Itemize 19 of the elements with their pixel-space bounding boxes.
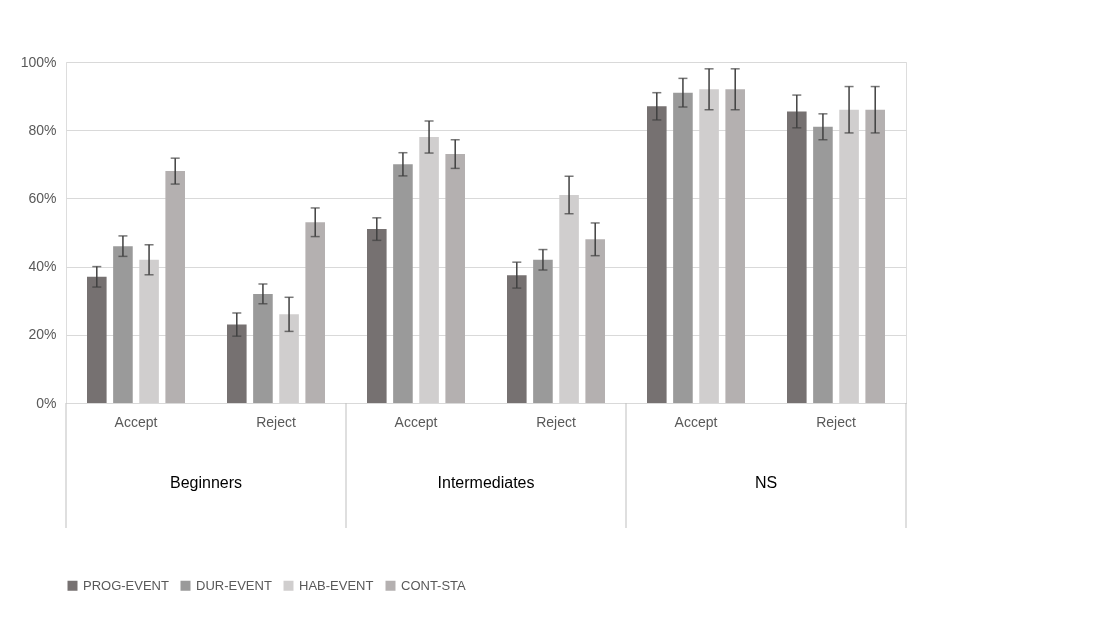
y-tick-label: 0% (36, 394, 57, 411)
text: Beginners (169, 474, 243, 491)
x-tick-label: Reject (816, 413, 856, 430)
y-tick-label: 80% (28, 121, 57, 138)
x-tick-label: Reject (536, 413, 576, 430)
legend-label: CONT-STA (401, 577, 467, 593)
legend-label: DUR-EVENT (196, 577, 272, 593)
legend-label: PROG-EVENT (83, 577, 170, 593)
y-tick-label: 40% (28, 258, 57, 275)
y-tick-label: 100% (20, 53, 57, 70)
x-tick-label: Accept (674, 413, 718, 430)
x-tick-label: Accept (394, 413, 438, 430)
x-tick-label: Reject (256, 413, 296, 430)
legend-label: HAB-EVENT (299, 577, 374, 593)
text: Intermediates (437, 474, 535, 491)
x-tick-label: Accept (114, 413, 158, 430)
text: NS (754, 474, 778, 491)
y-tick-label: 60% (28, 189, 57, 206)
y-tick-label: 20% (28, 326, 57, 343)
